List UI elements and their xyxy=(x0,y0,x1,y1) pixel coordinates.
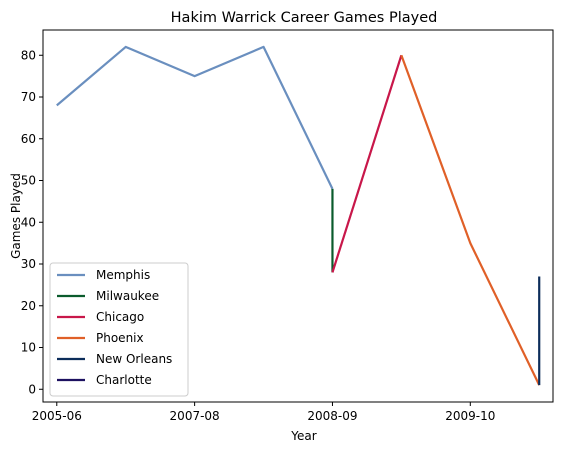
legend-label-3: Phoenix xyxy=(96,331,144,345)
legend-label-5: Charlotte xyxy=(96,373,152,387)
legend-label-4: New Orleans xyxy=(96,352,172,366)
y-tick-label-8: 80 xyxy=(21,48,36,62)
y-tick-label-2: 20 xyxy=(21,299,36,313)
legend-label-2: Chicago xyxy=(96,310,144,324)
y-axis-label: Games Played xyxy=(9,173,23,259)
series-line-3 xyxy=(400,54,541,386)
y-tick-label-5: 50 xyxy=(21,174,36,188)
series-line-0 xyxy=(56,45,334,190)
y-tick-label-4: 40 xyxy=(21,215,36,229)
series-line-2 xyxy=(331,54,403,273)
y-tick-label-7: 70 xyxy=(21,90,36,104)
plot-frame xyxy=(42,29,554,403)
y-tick-label-1: 10 xyxy=(21,341,36,355)
legend-label-0: Memphis xyxy=(96,268,150,282)
plot-lines xyxy=(56,45,541,386)
y-tick-label-6: 60 xyxy=(21,132,36,146)
y-tick-label-0: 0 xyxy=(28,382,36,396)
legend: Memphis Milwaukee Chicago Phoenix New Orlean… xyxy=(49,262,189,397)
legend-label-1: Milwaukee xyxy=(96,289,159,303)
y-axis: 0 10 20 30 40 50 60 70 80 xyxy=(21,48,43,396)
x-axis-label: Year xyxy=(290,429,316,443)
x-tick-label-2: 2008-09 xyxy=(307,409,357,423)
x-tick-label-1: 2007-08 xyxy=(170,409,220,423)
y-tick-label-3: 30 xyxy=(21,257,36,271)
chart-title: Hakim Warrick Career Games Played xyxy=(171,10,438,26)
x-tick-label-3: 2009-10 xyxy=(445,409,495,423)
x-tick-label-0: 2005-06 xyxy=(32,409,82,423)
